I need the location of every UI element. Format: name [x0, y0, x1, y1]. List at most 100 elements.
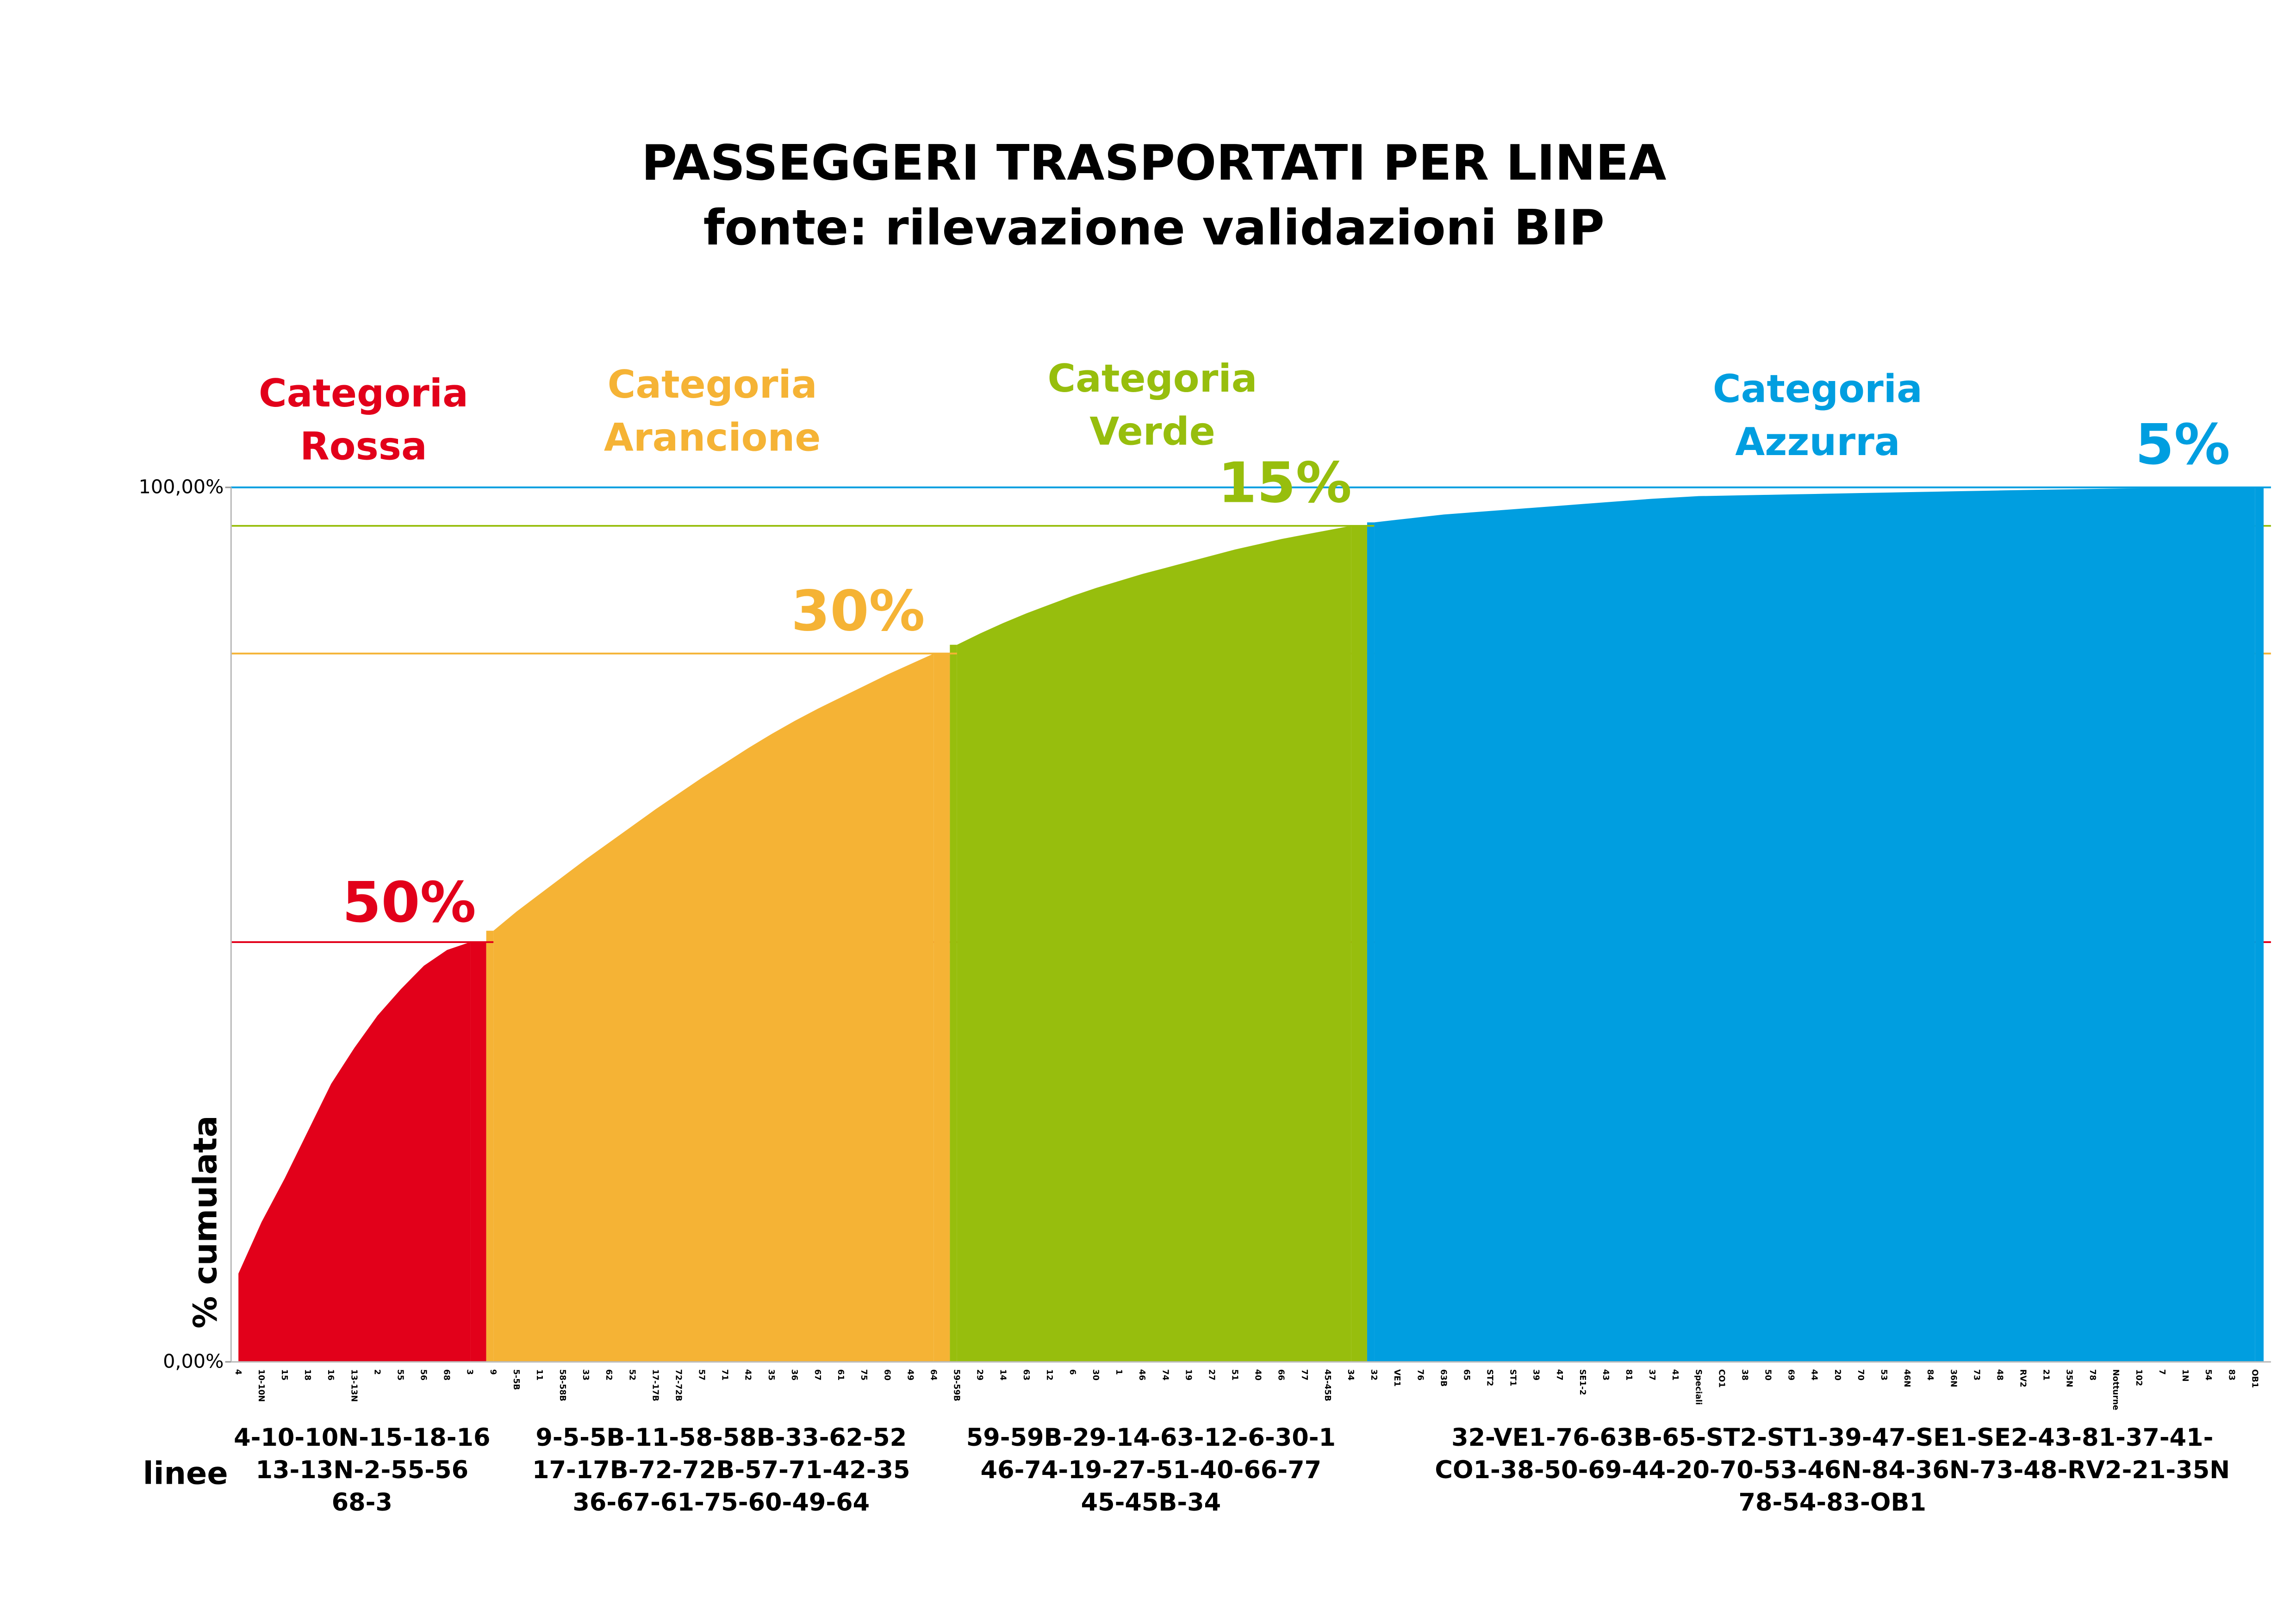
x-tick-label: 35N	[2065, 1369, 2074, 1387]
chart-title: PASSEGGERI TRASPORTATI PER LINEA	[641, 135, 1667, 191]
x-tick-label: 60	[882, 1369, 891, 1380]
y-tick-label: 100,00%	[138, 476, 224, 498]
x-tick-label: 84	[1925, 1369, 1935, 1380]
x-tick-label: 57	[697, 1369, 706, 1380]
area-join	[950, 644, 957, 1362]
legend-label: Categoria Verde	[1047, 357, 1257, 455]
x-tick-label: RV2	[2018, 1369, 2028, 1387]
x-tick-label: 44	[1810, 1369, 1819, 1380]
x-tick-label: 40	[1253, 1369, 1263, 1380]
x-tick-label: 56	[419, 1369, 428, 1380]
x-tick-label: 29	[975, 1369, 984, 1380]
lines-list: 17-17B-72-72B-57-71-42-35	[532, 1456, 910, 1484]
series-name-box: Categoria Rossa	[259, 373, 468, 470]
x-tick-label: 1N	[2180, 1369, 2190, 1382]
x-tick-label: 19	[1183, 1369, 1193, 1380]
x-tick-label: ST1	[1508, 1369, 1518, 1387]
x-tick-label: 54	[2203, 1369, 2213, 1380]
x-tick-label: 67	[813, 1369, 822, 1380]
x-tick-label: SE1-2	[1578, 1369, 1587, 1395]
lines-list: 45-45B-34	[1081, 1488, 1221, 1517]
x-tick-label: 43	[1601, 1369, 1610, 1380]
y-tick-label: 0,00%	[163, 1350, 224, 1372]
x-tick-label: 78	[2088, 1369, 2097, 1380]
x-tick-label: 58-58B	[558, 1369, 567, 1401]
lines-list: 36-67-61-75-60-49-64	[572, 1488, 870, 1517]
x-tick-label: 45-45B	[1323, 1369, 1332, 1401]
x-tick-label: 63	[1021, 1369, 1031, 1380]
x-tick-label: 34	[1346, 1369, 1355, 1380]
x-tick-label: 2	[372, 1369, 381, 1375]
x-tick-label: 39	[1531, 1369, 1541, 1380]
lines-list: 46-74-19-27-51-40-66-77	[981, 1456, 1322, 1484]
legend-label: Categoria Azzurra	[1712, 368, 1923, 466]
share-label: 5%	[2135, 412, 2230, 477]
lines-list: 59-59B-29-14-63-12-6-30-1	[966, 1424, 1336, 1452]
x-tick-label: 17-17B	[650, 1369, 660, 1401]
lines-list: 4-10-10N-15-18-16	[234, 1424, 490, 1452]
x-tick-label: 1	[1114, 1369, 1123, 1375]
area-join	[933, 653, 950, 1362]
x-tick-label: 71	[720, 1369, 729, 1380]
x-tick-label: 75	[859, 1369, 868, 1380]
x-tick-label: 76	[1415, 1369, 1425, 1380]
x-tick-label: 7	[2157, 1369, 2166, 1375]
share-label: 50%	[342, 870, 476, 935]
x-tick-label: 48	[1995, 1369, 2004, 1380]
x-tick-label: 49	[905, 1369, 915, 1380]
area	[1374, 487, 2255, 1362]
x-tick-label: 53	[1879, 1369, 1888, 1380]
x-tick-label: 72-72B	[673, 1369, 683, 1401]
x-tick-label: 5-5B	[511, 1369, 521, 1390]
x-tick-label: 32	[1369, 1369, 1378, 1380]
share-label: 30%	[791, 579, 925, 643]
area-join	[1351, 525, 1367, 1362]
lines-list: 68-3	[332, 1488, 392, 1517]
x-tick-label: 38	[1740, 1369, 1749, 1380]
x-tick-label: 74	[1160, 1369, 1170, 1380]
x-tick-label: 59-59B	[952, 1369, 961, 1401]
x-tick-label: 9	[488, 1369, 498, 1375]
x-tick-label: 77	[1300, 1369, 1309, 1380]
x-tick-label: 27	[1207, 1369, 1216, 1380]
x-tick-label: 41	[1670, 1369, 1680, 1380]
x-tick-label: 6	[1068, 1369, 1077, 1375]
x-tick-label: 83	[2227, 1369, 2236, 1380]
area-join	[2255, 487, 2264, 1362]
area	[493, 653, 934, 1362]
area-join	[1367, 522, 1375, 1362]
area-join	[486, 931, 494, 1362]
area-join	[470, 942, 486, 1362]
x-tick-label: 63B	[1438, 1369, 1448, 1387]
x-tick-label: 55	[395, 1369, 404, 1380]
x-tick-label: Notturne	[2111, 1369, 2120, 1411]
x-tick-label: 51	[1230, 1369, 1239, 1380]
lines-list: 13-13N-2-55-56	[256, 1456, 469, 1484]
series-name-box: Categoria Verde	[1047, 357, 1257, 455]
lines-list: 32-VE1-76-63B-65-ST2-ST1-39-47-SE1-SE2-4…	[1451, 1424, 2213, 1452]
x-tick-label: 102	[2134, 1369, 2143, 1387]
x-tick-label: 61	[836, 1369, 845, 1380]
x-tick-label: ST2	[1485, 1369, 1494, 1387]
x-tick-label: 36	[790, 1369, 799, 1380]
x-tick-label: 46N	[1902, 1369, 1911, 1387]
series-name-box: Categoria Azzurra	[1712, 368, 1923, 466]
x-tick-label: 42	[743, 1369, 753, 1380]
x-tick-label: 65	[1462, 1369, 1471, 1380]
series-name-box: Categoria Arancione	[604, 364, 821, 461]
x-tick-label: 81	[1624, 1369, 1633, 1380]
x-tick-label: 64	[928, 1369, 938, 1380]
area	[238, 942, 471, 1362]
x-tick-label: 47	[1555, 1369, 1564, 1380]
x-tick-label: 12	[1045, 1369, 1054, 1380]
x-tick-label: Speciali	[1693, 1369, 1703, 1405]
x-tick-label: 20	[1833, 1369, 1842, 1380]
x-tick-label: 36N	[1948, 1369, 1958, 1387]
x-tick-label: OB1	[2250, 1369, 2259, 1388]
x-axis-label: linee	[143, 1455, 228, 1492]
x-tick-label: 50	[1763, 1369, 1773, 1380]
x-tick-label: 14	[998, 1369, 1008, 1380]
x-tick-label: 46	[1137, 1369, 1146, 1380]
x-tick-label: 37	[1647, 1369, 1656, 1380]
